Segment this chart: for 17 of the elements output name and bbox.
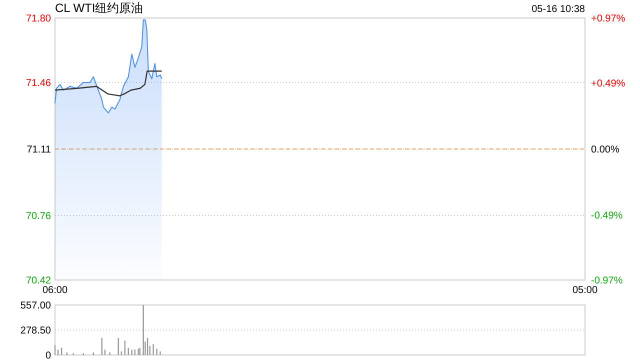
y-tick-label: 71.46 [26,78,52,90]
y-tick-label: 70.42 [26,276,52,286]
chart-title: CL WTI纽约原油 [55,1,144,15]
text: 05-16 10:38 [532,4,586,15]
y-tick-label: 70.76 [26,210,52,222]
y-tick-label: 71.80 [26,14,52,24]
y-tick-label: 0 [45,350,52,360]
y2-tick-label: +0.97% [591,14,626,24]
x-tick-label: 05:00 [572,285,598,296]
y-tick-label: 557.00 [20,300,52,312]
y2-tick-label: -0.97% [591,276,623,286]
y-tick-label: 278.50 [20,326,52,336]
y2-tick-label: 0.00% [591,144,620,156]
x-tick-label: 06:00 [42,285,68,296]
y-tick-label: 71.11 [26,144,52,156]
y2-tick-label: -0.49% [591,210,623,222]
y2-tick-label: +0.49% [591,78,626,90]
